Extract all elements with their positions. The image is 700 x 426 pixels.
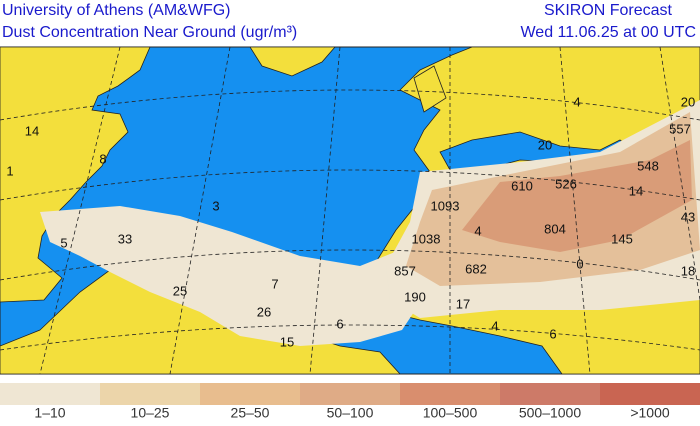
legend-label: 25–50 (231, 405, 270, 421)
legend-label: 500–1000 (519, 405, 582, 421)
map-label: 526 (555, 176, 577, 191)
british-isles (413, 65, 447, 113)
legend-swatch (600, 383, 700, 405)
legend-label: >1000 (630, 405, 670, 421)
map-label: 43 (681, 209, 695, 224)
map-label: 610 (511, 178, 533, 193)
legend-swatch (300, 383, 400, 405)
legend: 1–10 10–25 25–50 50–100 100–500 500–1000 >1000 (0, 383, 700, 421)
dust-plume (40, 206, 422, 346)
map-label: 8 (99, 151, 106, 166)
map-label: 17 (456, 296, 470, 311)
map-label: 190 (404, 289, 426, 304)
legend-swatch (100, 383, 200, 405)
map-label: 33 (118, 231, 132, 246)
map-label: 4 (474, 223, 481, 238)
map-label: 1 (6, 163, 13, 178)
map-label: 6 (549, 326, 556, 341)
map-label: 557 (669, 121, 691, 136)
map-label: 15 (280, 334, 294, 349)
map-label: 4 (491, 318, 498, 333)
map-label: 6 (336, 316, 343, 331)
legend-swatch (200, 383, 300, 405)
map-label: 20 (538, 137, 552, 152)
map-label: 1038 (412, 231, 441, 246)
map-label: 26 (257, 304, 271, 319)
map-label: 18 (681, 263, 695, 278)
map-label: 20 (681, 94, 695, 109)
subtitle: Dust Concentration Near Ground (ugr/m³) (2, 24, 297, 41)
map (0, 46, 700, 375)
title: University of Athens (AM&WFG) (2, 2, 231, 19)
north-america (0, 46, 151, 303)
legend-label: 50–100 (327, 405, 374, 421)
grid (0, 46, 700, 375)
map-label: 1093 (431, 198, 460, 213)
valid-time: Wed 11.06.25 at 00 UTC (520, 24, 696, 41)
map-label: 25 (173, 283, 187, 298)
map-label: 14 (629, 183, 643, 198)
map-label: 0 (576, 256, 583, 271)
map-label: 682 (465, 261, 487, 276)
map-label: 145 (611, 231, 633, 246)
model: SKIRON Forecast (544, 2, 673, 19)
dust-africa-high (462, 140, 692, 252)
legend-swatch (400, 383, 500, 405)
legend-swatch (500, 383, 600, 405)
greenland (249, 46, 336, 77)
legend-label: 10–25 (131, 405, 170, 421)
legend-label: 100–500 (423, 405, 478, 421)
map-label: 548 (637, 158, 659, 173)
map-label: 804 (544, 221, 566, 236)
map-labels: 20 557 548 14 43 145 18 0 804 526 610 20… (6, 94, 695, 349)
map-label: 857 (394, 263, 416, 278)
legend-label: 1–10 (34, 405, 65, 421)
legend-swatch (0, 383, 100, 405)
map-label: 14 (25, 123, 39, 138)
map-label: 5 (60, 235, 67, 250)
map-label: 4 (573, 94, 580, 109)
map-label: 7 (271, 276, 278, 291)
map-label: 3 (212, 198, 219, 213)
